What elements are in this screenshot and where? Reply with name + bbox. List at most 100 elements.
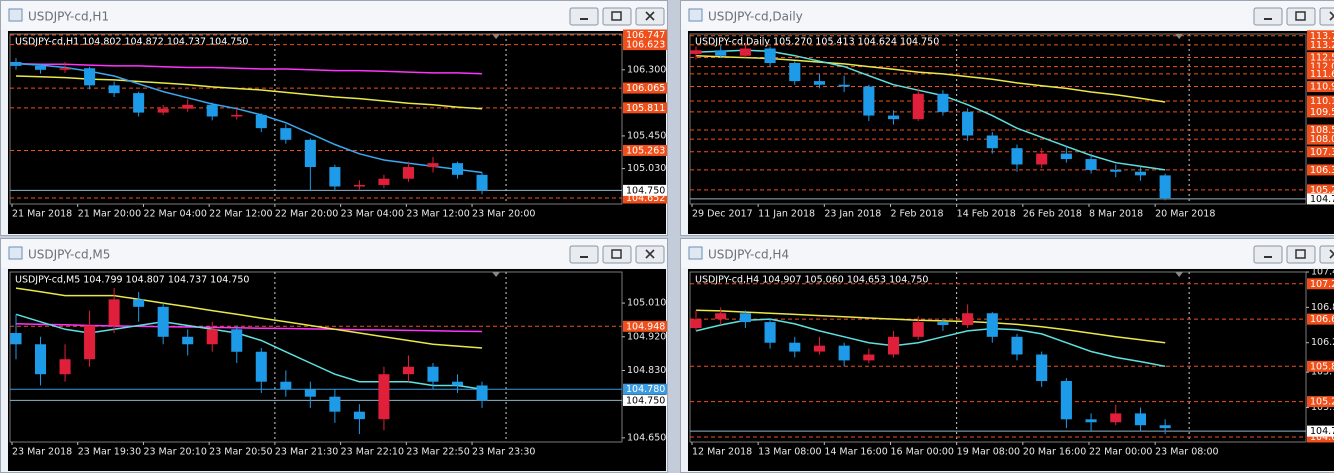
candle-body [452,381,464,386]
restore-button[interactable] [602,245,632,264]
minimize-button[interactable] [569,245,599,264]
candle-body [84,68,96,86]
candle-body [35,344,47,375]
y-tick-label: 104.830 [627,365,666,376]
level-box [1307,52,1334,64]
restore-button[interactable] [602,7,632,26]
window-icon [8,246,23,260]
window-title: USDJPY-cd,H1 [28,10,109,24]
candle-body [715,50,727,56]
x-tick-label: 23 Mar 21:30 [275,447,338,458]
candle-body [1036,153,1048,165]
candle-body [59,68,71,70]
level-box [1307,396,1334,408]
y-tick-label: 104.920 [627,331,666,342]
candle-body [739,313,751,323]
chart-area [8,31,666,234]
candle-body [764,48,776,63]
restore-button[interactable] [1286,7,1316,26]
restore-button[interactable] [1286,245,1316,264]
button-glyph [645,249,655,259]
y-tick-label: 105.7 [1311,367,1334,378]
button-glyph [1329,249,1334,259]
y-tick-label: 106.300 [627,64,666,75]
candle-body [690,319,702,328]
level-box [1307,313,1334,325]
level-label: 108.5 [1310,125,1334,136]
title-bar [1,1,667,30]
candle-body [329,167,341,187]
candle-body [838,84,850,87]
button-glyph [1295,249,1306,259]
x-tick-label: 19 Mar 08:00 [957,447,1020,458]
candle-body [59,359,71,375]
x-tick-label: 23 Mar 20:50 [209,447,272,458]
x-tick-label: 23 Mar 22:50 [406,447,469,458]
candle-body [427,163,439,168]
level-box [623,29,667,41]
current-price-box [1307,193,1334,205]
y-tick-label: 105.030 [627,163,666,174]
level-label: 110.9 [1310,82,1334,93]
chart-window: USDJPY-cd,H1 USDJPY-cd,H1 104.802 104.872… [0,0,668,236]
button-glyph [645,11,655,21]
candle-body [304,389,316,397]
level-box [1307,278,1334,290]
level-label: 105.263 [626,145,665,156]
level-label: 104.948 [626,321,665,332]
candle-body [206,329,218,345]
window-icon [8,8,23,22]
candle-body [838,345,850,361]
x-tick-label: 23 Mar 20:10 [143,447,206,458]
plot-border [9,271,623,443]
level-box [623,320,667,332]
candle-body [452,163,464,175]
chart-area [688,269,1334,471]
chart-info: USDJPY-cd,H1 104.802 104.872 104.737 104… [15,37,248,48]
level-box [623,144,667,156]
candle-body [912,322,924,337]
candle-body [280,128,292,140]
plot-border [689,33,1307,205]
x-tick-label: 14 Feb 2018 [957,209,1016,220]
x-tick-label: 23 Mar 12:00 [406,209,469,220]
x-tick-label: 16 Mar 00:00 [890,447,953,458]
level-box [1307,184,1334,196]
title-bar [681,239,1334,268]
level-box [1307,30,1334,42]
close-button[interactable] [1319,245,1334,264]
candle-body [206,104,218,117]
candle-body [1060,153,1072,160]
candle-body [715,313,727,320]
candle-body [231,329,243,352]
candle-body [280,381,292,390]
button-glyph [1264,18,1272,20]
y-tick-label: 105.1 [1311,402,1334,413]
x-tick-label: 13 Mar 08:00 [758,447,821,458]
minimize-button[interactable] [1253,7,1283,26]
close-button[interactable] [1319,7,1334,26]
minimize-button[interactable] [1253,245,1283,264]
level-box [1307,61,1334,73]
chart-info: USDJPY-cd,Daily 105.270 105.413 104.624 … [695,37,939,48]
level-label: 112.0 [1310,62,1334,73]
minimize-button[interactable] [569,7,599,26]
x-tick-label: 23 Mar 23:30 [472,447,535,458]
button-glyph [1264,256,1272,258]
level-box [1307,81,1334,93]
window-title: USDJPY-cd,Daily [708,10,803,24]
y-tick-label: 105.010 [627,298,666,309]
level-label: 113.7 [1310,31,1334,42]
window-title: USDJPY-cd,H4 [708,248,789,262]
candle-body [476,385,488,401]
candle-body [108,299,120,326]
title-bar [1,239,667,268]
button-glyph [580,256,588,258]
candle-body [887,336,900,355]
level-box [1307,164,1334,176]
candle-body [789,62,801,82]
candle-body [739,48,751,56]
level-box [1307,133,1334,145]
candle-body [962,111,974,136]
